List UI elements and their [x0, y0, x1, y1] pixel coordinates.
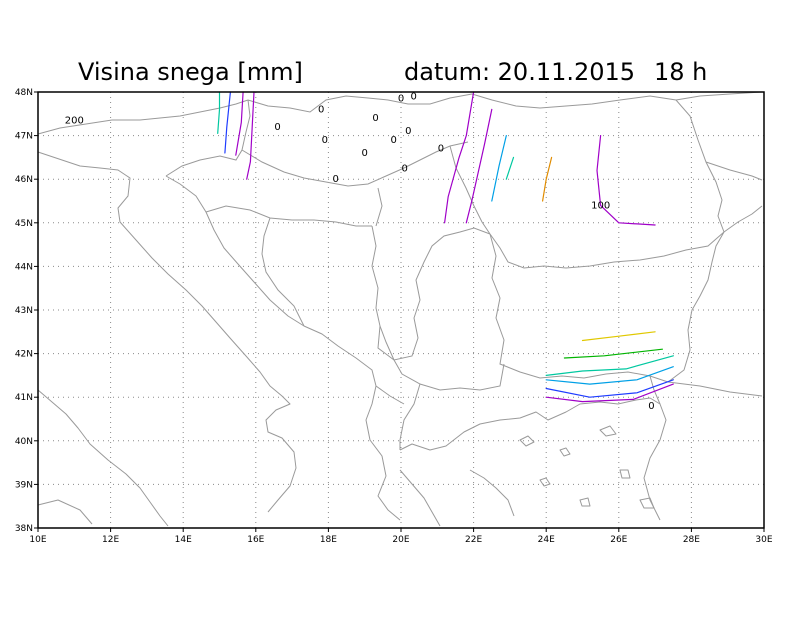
axis-ticks: 10E 12E 14E 16E 18E 20E 22E 24E 26E 28E 30E 38N 39N 4… — [15, 88, 773, 545]
contour-label: 0 — [438, 144, 444, 155]
contour-label: 0 — [332, 174, 338, 185]
contour-line-blue — [545, 379, 674, 398]
coastline-sicily — [37, 499, 93, 525]
contour-line-cyan — [545, 366, 674, 385]
border-romania-north — [471, 93, 725, 233]
contour-label: 0 — [362, 148, 368, 159]
y-tick-label: 45N — [15, 219, 33, 229]
map-frame — [37, 91, 765, 529]
coastlines-and-borders — [37, 91, 763, 527]
x-tick-label: 18E — [320, 535, 337, 545]
y-tick-label: 47N — [15, 132, 33, 142]
y-tick-label: 43N — [15, 306, 33, 316]
x-tick-label: 14E — [175, 535, 192, 545]
map-title: Visina snega [mm] — [78, 58, 303, 86]
contour-label: 100 — [591, 200, 610, 211]
contour-line-purple — [596, 135, 656, 226]
y-tick-label: 41N — [15, 393, 33, 403]
y-tick-label: 39N — [15, 480, 33, 490]
grid-lines — [38, 92, 764, 528]
contour-line-purple — [465, 108, 493, 224]
contour-line-cyan — [491, 135, 507, 202]
contour-label: 0 — [648, 401, 654, 412]
snow-depth-contours — [217, 91, 674, 403]
border-croatia-bosnia — [205, 205, 372, 327]
contour-line-purple — [545, 383, 674, 403]
contour-label: 200 — [65, 115, 84, 126]
contour-label: 0 — [411, 91, 417, 102]
contour-line-green — [563, 348, 663, 359]
coastline-adriatic-west — [37, 151, 297, 513]
x-tick-label: 30E — [755, 535, 772, 545]
border-austria-hungary — [165, 99, 251, 177]
border-moldova-ukraine — [675, 91, 763, 181]
x-tick-label: 26E — [610, 535, 627, 545]
coastline-black-sea — [667, 205, 763, 383]
x-tick-label: 10E — [29, 535, 46, 545]
border-danube — [375, 145, 491, 235]
contour-label: 0 — [322, 135, 328, 146]
border-bulgaria-south — [489, 233, 669, 383]
coastline-italy — [37, 389, 169, 527]
contour-line-purple — [444, 91, 475, 224]
contour-line-purple — [235, 91, 244, 156]
y-tick-label: 48N — [15, 88, 33, 98]
x-tick-label: 16E — [247, 535, 264, 545]
y-tick-label: 38N — [15, 524, 33, 534]
y-tick-label: 46N — [15, 175, 33, 185]
islands-aegean — [519, 425, 655, 509]
y-tick-label: 44N — [15, 262, 33, 272]
date-label: datum: 20.11.2015 — [404, 58, 635, 86]
contour-line-teal — [505, 156, 515, 180]
x-tick-label: 24E — [538, 535, 555, 545]
border-romania-bulgaria — [489, 231, 725, 269]
contour-label: 0 — [391, 135, 397, 146]
border-hungary-south — [241, 141, 469, 187]
border-hungary-slovakia — [247, 93, 473, 113]
coastline-greece-south — [399, 469, 515, 527]
hour-label: 18 h — [654, 58, 707, 86]
x-tick-label: 20E — [392, 535, 409, 545]
contour-line-blue — [224, 91, 231, 154]
contour-line-teal — [545, 355, 674, 376]
border-serbia — [371, 225, 491, 361]
contour-label: 0 — [318, 104, 324, 115]
border-macedonia-greece — [393, 359, 505, 450]
y-tick-label: 40N — [15, 437, 33, 447]
contour-label: 0 — [372, 113, 378, 124]
x-tick-label: 28E — [683, 535, 700, 545]
contour-label: 0 — [405, 126, 411, 137]
x-tick-label: 12E — [102, 535, 119, 545]
coastline-aegean — [399, 397, 667, 521]
y-tick-label: 42N — [15, 350, 33, 360]
contour-line-orange — [542, 156, 553, 202]
contour-label: 0 — [398, 94, 404, 105]
contour-line-teal — [217, 91, 221, 134]
x-tick-label: 22E — [465, 535, 482, 545]
border-alps — [37, 99, 249, 135]
border-turkey — [649, 375, 763, 405]
border-albania — [375, 325, 405, 405]
contour-line-yellow — [581, 331, 656, 342]
contour-label: 0 — [274, 122, 280, 133]
coastline-adriatic-east — [165, 175, 401, 521]
contour-line-purple — [246, 91, 255, 180]
contour-label: 0 — [401, 163, 407, 174]
